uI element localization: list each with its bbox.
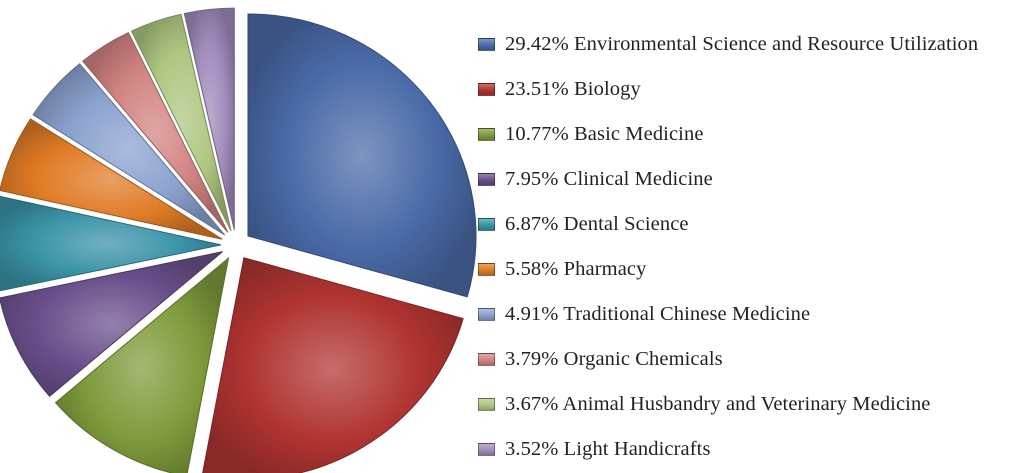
legend-swatch bbox=[478, 398, 495, 411]
pie-slice-6 bbox=[0, 118, 223, 240]
legend-entry-4: 7.95% Clinical Medicine bbox=[478, 157, 978, 202]
legend-entry-1: 29.42% Environmental Science and Resourc… bbox=[478, 22, 978, 67]
legend-swatch bbox=[478, 83, 495, 96]
legend-swatch bbox=[478, 308, 495, 321]
legend-label: 23.51% Biology bbox=[505, 78, 641, 100]
legend-label: 6.87% Dental Science bbox=[505, 213, 689, 235]
pie-slice-4 bbox=[0, 251, 223, 397]
legend-swatch bbox=[478, 353, 495, 366]
legend-label: 3.79% Organic Chemicals bbox=[505, 348, 723, 370]
legend-entry-3: 10.77% Basic Medicine bbox=[478, 112, 978, 157]
legend-label: 3.67% Animal Husbandry and Veterinary Me… bbox=[505, 393, 931, 415]
legend-label: 5.58% Pharmacy bbox=[505, 258, 647, 280]
legend-entry-8: 3.79% Organic Chemicals bbox=[478, 337, 978, 382]
pie-slice-3 bbox=[54, 256, 230, 473]
legend-swatch bbox=[478, 173, 495, 186]
legend-label: 3.52% Light Handicrafts bbox=[505, 438, 711, 460]
legend-swatch bbox=[478, 443, 495, 456]
legend-swatch bbox=[478, 128, 495, 141]
legend-label: 4.91% Traditional Chinese Medicine bbox=[505, 303, 811, 325]
legend-label: 7.95% Clinical Medicine bbox=[505, 168, 713, 190]
pie-slice-1 bbox=[247, 13, 477, 298]
legend-entry-6: 5.58% Pharmacy bbox=[478, 247, 978, 292]
pie-slices bbox=[0, 7, 477, 473]
legend-label: 29.42% Environmental Science and Resourc… bbox=[505, 33, 979, 55]
pie-slice-10 bbox=[183, 7, 235, 231]
pie-slice-8 bbox=[82, 31, 229, 233]
pie-slice-7 bbox=[32, 63, 226, 236]
legend-entry-5: 6.87% Dental Science bbox=[478, 202, 978, 247]
legend-label: 10.77% Basic Medicine bbox=[505, 123, 704, 145]
legend-entry-10: 3.52% Light Handicrafts bbox=[478, 427, 978, 472]
legend-entry-7: 4.91% Traditional Chinese Medicine bbox=[478, 292, 978, 337]
legend-swatch bbox=[478, 263, 495, 276]
legend-swatch bbox=[478, 38, 495, 51]
legend-entry-9: 3.67% Animal Husbandry and Veterinary Me… bbox=[478, 382, 978, 427]
legend-entry-2: 23.51% Biology bbox=[478, 67, 978, 112]
legend-swatch bbox=[478, 218, 495, 231]
pie-slice-9 bbox=[130, 13, 232, 232]
pie-slice-5 bbox=[0, 195, 222, 292]
chart-legend: 29.42% Environmental Science and Resourc… bbox=[478, 22, 978, 472]
pie-slice-2 bbox=[202, 257, 464, 473]
